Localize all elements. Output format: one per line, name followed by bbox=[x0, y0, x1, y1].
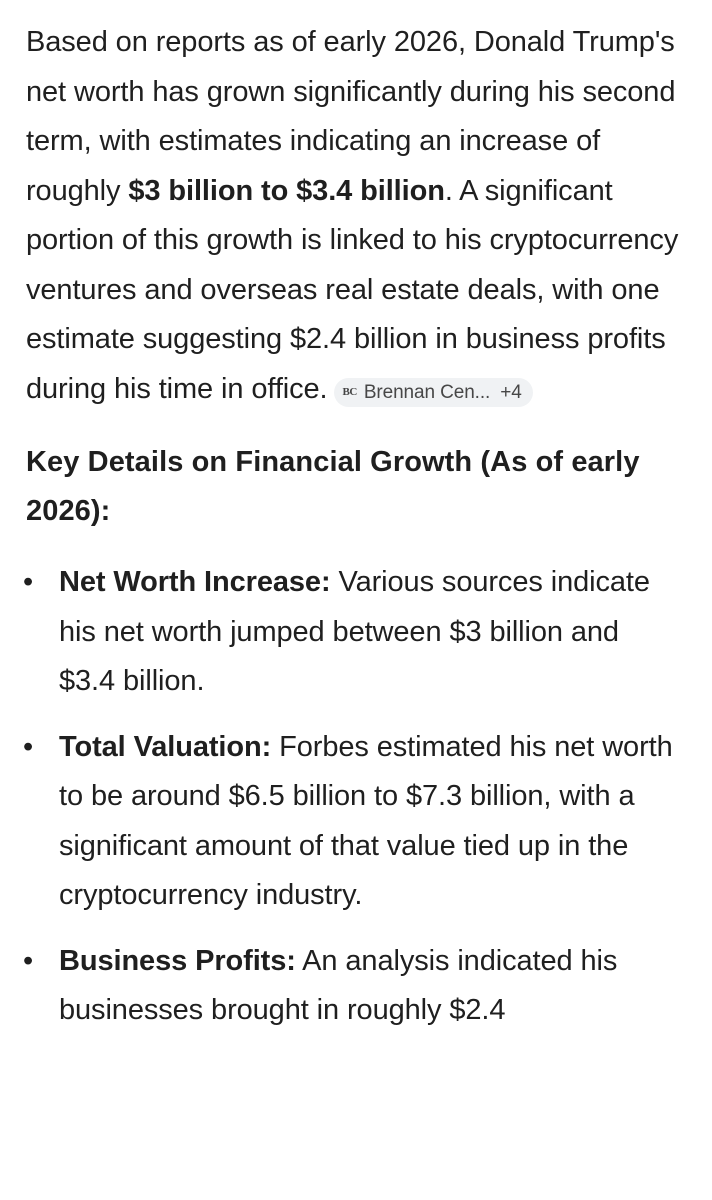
item-text: Various sources indicate his net worth j… bbox=[59, 566, 650, 697]
details-list: • Net Worth Increase: Various sources in… bbox=[23, 558, 682, 1036]
item-text: An analysis indicated his businesses bro… bbox=[59, 944, 618, 1027]
list-item: • Business Profits: An analysis indicate… bbox=[23, 937, 682, 1036]
item-title: Business Profits: bbox=[59, 944, 296, 977]
answer-highlight: $3 billion to $3.4 billion bbox=[128, 174, 445, 207]
source-chip-label: Brennan Cen... bbox=[363, 381, 491, 403]
item-title: Total Valuation: bbox=[59, 730, 272, 763]
brennan-center-logo-icon: BC bbox=[342, 385, 358, 398]
source-chip[interactable]: BC Brennan Cen... +4 bbox=[333, 377, 533, 407]
section-heading: Key Details on Financial Growth (As of e… bbox=[26, 446, 640, 527]
answer-text-1: Based on reports as of early 2026, Donal… bbox=[26, 26, 676, 207]
item-text: Forbes estimated his net worth to be aro… bbox=[59, 730, 673, 912]
answer-text-2: . A significant portion of this growth i… bbox=[26, 174, 679, 405]
list-item: • Net Worth Increase: Various sources in… bbox=[23, 558, 682, 707]
bullet-icon: • bbox=[22, 944, 34, 977]
list-item: • Total Valuation: Forbes estimated his … bbox=[23, 723, 682, 921]
answer-paragraph: Based on reports as of early 2026, Donal… bbox=[26, 18, 682, 414]
item-title: Net Worth Increase: bbox=[59, 566, 331, 598]
source-chip-count: +4 bbox=[500, 381, 522, 403]
bullet-icon: • bbox=[22, 566, 34, 598]
bullet-icon: • bbox=[22, 730, 34, 763]
